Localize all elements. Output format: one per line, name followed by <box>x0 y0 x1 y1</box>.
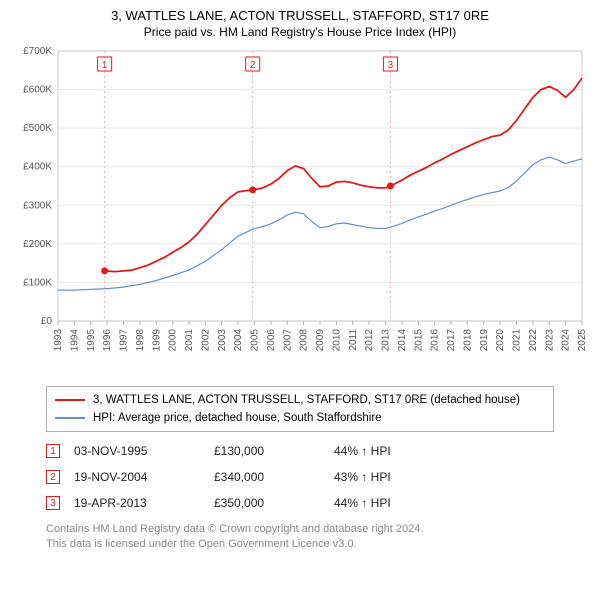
svg-text:2008: 2008 <box>299 329 310 352</box>
legend-swatch-property <box>55 399 85 401</box>
svg-text:1996: 1996 <box>102 329 113 352</box>
svg-text:2016: 2016 <box>430 329 441 352</box>
svg-text:2: 2 <box>250 60 256 71</box>
sale-row: 2 19-NOV-2004 £340,000 43% ↑ HPI <box>46 464 590 490</box>
svg-text:2013: 2013 <box>381 329 392 352</box>
svg-text:£200K: £200K <box>23 239 52 250</box>
svg-text:3: 3 <box>388 60 394 71</box>
sale-price: £340,000 <box>214 470 334 484</box>
svg-text:2014: 2014 <box>397 329 408 352</box>
svg-text:2009: 2009 <box>315 329 326 352</box>
sale-pct: 43% ↑ HPI <box>334 470 434 484</box>
sale-row: 1 03-NOV-1995 £130,000 44% ↑ HPI <box>46 438 590 464</box>
sale-price: £350,000 <box>214 496 334 510</box>
legend-label-property: 3, WATTLES LANE, ACTON TRUSSELL, STAFFOR… <box>93 394 520 406</box>
svg-text:2022: 2022 <box>528 329 539 352</box>
svg-text:2025: 2025 <box>577 329 588 352</box>
svg-text:2018: 2018 <box>462 329 473 352</box>
sale-marker-3: 3 <box>46 496 60 510</box>
svg-text:£300K: £300K <box>23 200 52 211</box>
chart-container: 3, WATTLES LANE, ACTON TRUSSELL, STAFFOR… <box>0 0 600 558</box>
legend-label-hpi: HPI: Average price, detached house, Sout… <box>93 412 382 424</box>
svg-text:2006: 2006 <box>266 329 277 352</box>
sale-row: 3 19-APR-2013 £350,000 44% ↑ HPI <box>46 490 590 516</box>
svg-text:2004: 2004 <box>233 329 244 352</box>
svg-text:1997: 1997 <box>119 329 130 352</box>
svg-text:2012: 2012 <box>364 329 375 352</box>
line-chart: £0 £100K £200K £300K £400K £500K £600K £700K 199… <box>10 43 590 378</box>
svg-text:2010: 2010 <box>331 329 342 352</box>
sale-marker-2: 2 <box>46 470 60 484</box>
svg-text:2020: 2020 <box>495 329 506 352</box>
footer-line2: This data is licensed under the Open Gov… <box>46 537 590 552</box>
svg-text:2024: 2024 <box>561 329 572 352</box>
svg-text:1993: 1993 <box>53 329 64 352</box>
sale-pct: 44% ↑ HPI <box>334 444 434 458</box>
svg-text:2003: 2003 <box>217 329 228 352</box>
svg-text:1999: 1999 <box>151 329 162 352</box>
svg-text:£0: £0 <box>41 316 53 327</box>
svg-text:£100K: £100K <box>23 277 52 288</box>
legend-swatch-hpi <box>55 417 85 419</box>
svg-text:2019: 2019 <box>479 329 490 352</box>
svg-text:2021: 2021 <box>512 329 523 352</box>
svg-text:£700K: £700K <box>23 46 52 57</box>
svg-text:2001: 2001 <box>184 329 195 352</box>
sale-date: 19-NOV-2004 <box>74 470 214 484</box>
sales-table: 1 03-NOV-1995 £130,000 44% ↑ HPI 2 19-NO… <box>46 438 590 516</box>
svg-text:1995: 1995 <box>86 329 97 352</box>
legend-item-property: 3, WATTLES LANE, ACTON TRUSSELL, STAFFOR… <box>55 391 545 409</box>
svg-text:£500K: £500K <box>23 123 52 134</box>
sale-date: 19-APR-2013 <box>74 496 214 510</box>
svg-text:£400K: £400K <box>23 162 52 173</box>
svg-text:1998: 1998 <box>135 329 146 352</box>
svg-text:2017: 2017 <box>446 329 457 352</box>
chart-title-line2: Price paid vs. HM Land Registry's House … <box>10 25 590 39</box>
svg-text:2005: 2005 <box>250 329 261 352</box>
sale-price: £130,000 <box>214 444 334 458</box>
legend-item-hpi: HPI: Average price, detached house, Sout… <box>55 409 545 427</box>
legend: 3, WATTLES LANE, ACTON TRUSSELL, STAFFOR… <box>46 386 554 432</box>
svg-text:1994: 1994 <box>69 329 80 352</box>
svg-text:2023: 2023 <box>544 329 555 352</box>
svg-text:2015: 2015 <box>413 329 424 352</box>
svg-text:2011: 2011 <box>348 329 359 351</box>
svg-text:2000: 2000 <box>168 329 179 352</box>
footer-attribution: Contains HM Land Registry data © Crown c… <box>46 522 590 552</box>
sale-marker-1: 1 <box>46 444 60 458</box>
svg-text:1: 1 <box>102 60 108 71</box>
svg-text:2002: 2002 <box>200 329 211 352</box>
chart-title-line1: 3, WATTLES LANE, ACTON TRUSSELL, STAFFOR… <box>10 8 590 23</box>
sale-date: 03-NOV-1995 <box>74 444 214 458</box>
svg-text:2007: 2007 <box>282 329 293 352</box>
sale-pct: 44% ↑ HPI <box>334 496 434 510</box>
svg-text:£600K: £600K <box>23 85 52 96</box>
footer-line1: Contains HM Land Registry data © Crown c… <box>46 522 590 537</box>
